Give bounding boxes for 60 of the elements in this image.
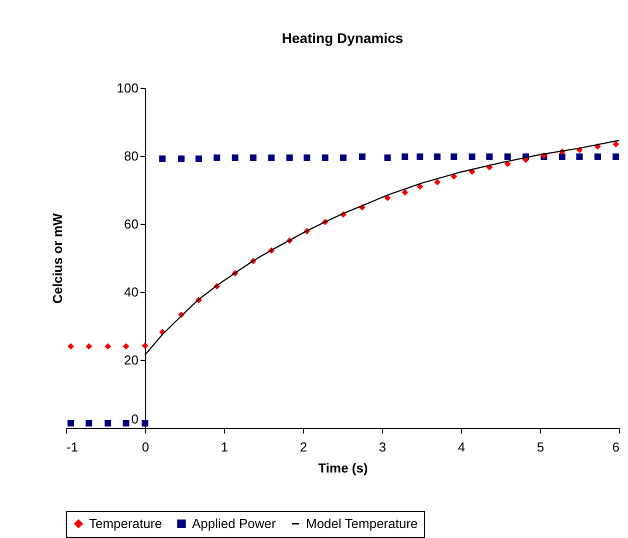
point (434, 153, 441, 160)
point (486, 153, 493, 160)
point (122, 420, 130, 426)
point (504, 153, 511, 160)
point (232, 154, 238, 161)
point (86, 420, 92, 426)
chart-title: Heating Dynamics (282, 30, 404, 46)
x-tick-label: 6 (612, 440, 620, 454)
point (250, 154, 256, 161)
x-tick-label: 4 (458, 440, 466, 454)
point (558, 153, 566, 160)
y-tick-label: 40 (124, 284, 138, 300)
y-axis-title: Celcius or mW (50, 212, 65, 304)
point (159, 155, 166, 162)
point (178, 155, 185, 162)
point (86, 343, 92, 350)
point (195, 155, 202, 162)
x-tick-label: -1 (66, 440, 78, 454)
point (322, 154, 328, 161)
point (68, 420, 74, 426)
point (416, 153, 424, 160)
x-tick-label: 3 (378, 440, 386, 454)
point (304, 154, 310, 161)
point (612, 153, 620, 160)
y-tick-label: 80 (124, 148, 138, 164)
x-tick-label: 2 (300, 440, 308, 454)
x-tick-label: 0 (142, 440, 150, 454)
legend-label: Model Temperature (306, 516, 418, 531)
y-tick-label: 60 (124, 216, 138, 232)
point (122, 343, 130, 350)
x-tick-label: 5 (536, 440, 544, 454)
point (416, 183, 424, 190)
y-tick-label: 100 (116, 80, 138, 96)
point (286, 154, 293, 161)
y-tick-label: 0 (131, 412, 138, 426)
point (384, 154, 391, 161)
point (384, 194, 391, 202)
point (450, 153, 458, 160)
point (402, 189, 408, 196)
legend-label: Temperature (89, 516, 162, 531)
point (434, 178, 441, 186)
point (104, 420, 112, 426)
point (504, 160, 511, 168)
point (142, 420, 148, 426)
x-tick-label: 1 (220, 440, 228, 454)
x-axis-title: Time (s) (318, 460, 368, 476)
point (359, 153, 366, 160)
point (104, 343, 112, 350)
point (68, 343, 74, 350)
point (468, 153, 476, 160)
point (214, 154, 220, 161)
point (402, 153, 408, 160)
legend-label: Applied Power (192, 516, 276, 531)
point (594, 153, 601, 160)
point (268, 154, 275, 161)
y-tick-label: 20 (124, 352, 138, 368)
point (576, 153, 583, 160)
point (142, 342, 148, 349)
point (340, 154, 347, 161)
point (612, 140, 620, 148)
